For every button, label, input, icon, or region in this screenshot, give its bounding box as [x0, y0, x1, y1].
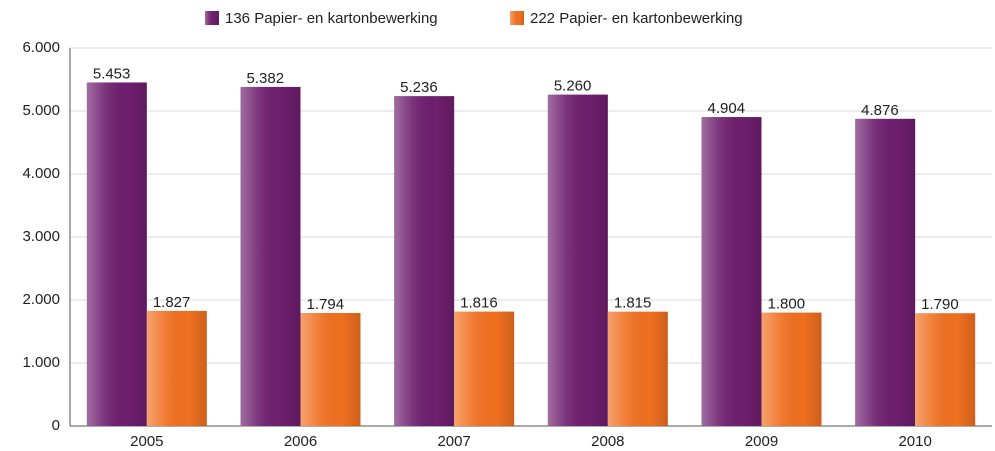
legend-label: 222 Papier- en kartonbewerking [530, 10, 743, 27]
value-label: 1.800 [768, 296, 806, 313]
bar-shine [701, 117, 762, 426]
x-tick-label: 2006 [284, 433, 317, 450]
value-label: 4.904 [708, 100, 746, 117]
y-tick-label: 1.000 [22, 354, 60, 371]
y-tick-label: 5.000 [22, 102, 60, 119]
y-tick-label: 4.000 [22, 165, 60, 182]
bar-shine [915, 313, 976, 426]
value-label: 5.382 [247, 70, 285, 87]
bar-shine [607, 311, 668, 426]
legend-label: 136 Papier- en kartonbewerking [225, 10, 438, 27]
legend-swatch-shine [510, 11, 524, 25]
bar-shine [454, 311, 515, 426]
value-label: 1.790 [921, 296, 959, 313]
y-tick-label: 2.000 [22, 291, 60, 308]
value-label: 1.815 [614, 295, 652, 312]
bar-shine [86, 82, 147, 426]
x-tick-label: 2010 [898, 433, 931, 450]
y-tick-label: 3.000 [22, 228, 60, 245]
x-tick-label: 2008 [591, 433, 624, 450]
bar-shine [146, 310, 207, 426]
y-tick-label: 6.000 [22, 39, 60, 56]
value-label: 5.260 [554, 78, 592, 95]
x-tick-label: 2005 [130, 433, 163, 450]
bar-shine [761, 312, 822, 426]
value-label: 5.453 [93, 65, 131, 82]
bar-shine [547, 94, 608, 427]
bar-shine [855, 118, 916, 426]
value-label: 1.816 [460, 295, 498, 312]
bar-shine [394, 96, 455, 426]
x-tick-label: 2009 [745, 433, 778, 450]
bar-shine [240, 86, 301, 427]
value-label: 4.876 [861, 102, 899, 119]
y-tick-label: 0 [52, 417, 60, 434]
x-tick-label: 2007 [437, 433, 470, 450]
value-label: 1.827 [153, 294, 191, 311]
legend-swatch-shine [205, 11, 219, 25]
value-label: 5.236 [400, 79, 438, 96]
value-label: 1.794 [307, 296, 345, 313]
bar-shine [300, 312, 361, 426]
